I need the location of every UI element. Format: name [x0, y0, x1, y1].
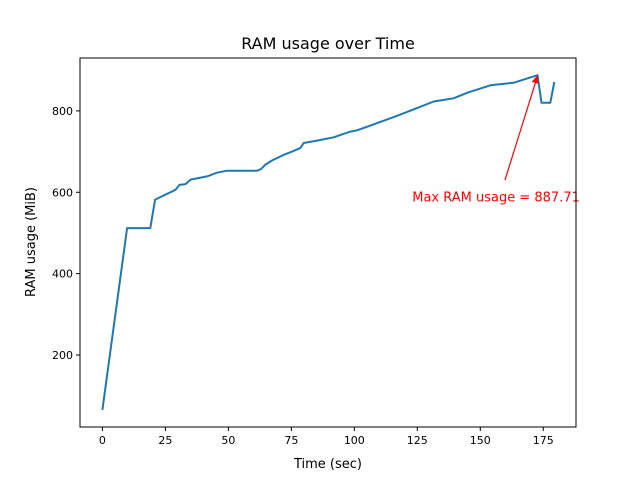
- y-axis-label: RAM usage (MiB): [24, 187, 39, 297]
- ram-usage-line: [101, 74, 556, 411]
- annotation-arrow: [504, 76, 539, 181]
- y-tick-label: 200: [52, 349, 73, 362]
- chart-title: RAM usage over Time: [241, 34, 415, 53]
- x-tick-label: 50: [221, 434, 235, 447]
- x-tick-label: 125: [407, 434, 428, 447]
- y-tick-label: 800: [52, 105, 73, 118]
- x-tick-label: 25: [158, 434, 172, 447]
- x-tick-label: 75: [284, 434, 298, 447]
- x-tick-label: 100: [344, 434, 365, 447]
- annotation-arrowhead: [531, 75, 539, 84]
- y-tick-label: 400: [52, 268, 73, 281]
- x-tick-label: 175: [533, 434, 554, 447]
- axes-frame: [79, 57, 577, 428]
- x-tick-label: 0: [99, 434, 106, 447]
- x-tick-label: 150: [470, 434, 491, 447]
- max-ram-annotation: Max RAM usage = 887.71: [412, 190, 580, 205]
- x-axis-label: Time (sec): [293, 457, 362, 472]
- y-tick-label: 600: [52, 186, 73, 199]
